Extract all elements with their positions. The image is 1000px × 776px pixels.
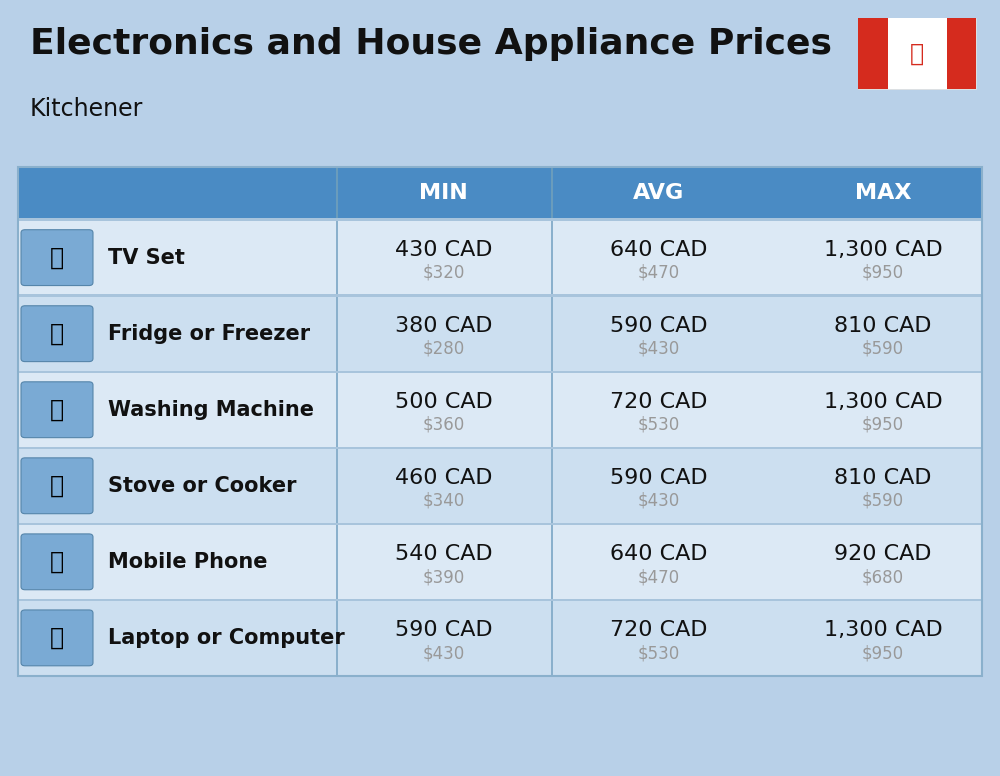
Text: 720 CAD: 720 CAD <box>610 620 707 640</box>
Text: $530: $530 <box>637 416 680 434</box>
Bar <box>551 448 553 524</box>
Bar <box>18 372 982 448</box>
Text: 430 CAD: 430 CAD <box>395 240 492 260</box>
Bar <box>18 523 982 525</box>
Bar <box>888 18 946 89</box>
Bar <box>18 220 982 296</box>
Bar <box>18 599 982 601</box>
Text: 1,300 CAD: 1,300 CAD <box>824 620 942 640</box>
Text: $470: $470 <box>637 264 680 282</box>
Bar <box>551 600 553 676</box>
Bar <box>551 167 553 220</box>
Bar <box>18 675 982 677</box>
Bar <box>336 448 338 524</box>
Text: Electronics and House Appliance Prices: Electronics and House Appliance Prices <box>30 27 832 61</box>
Text: $430: $430 <box>637 492 680 510</box>
Text: Washing Machine: Washing Machine <box>108 400 314 420</box>
Bar <box>336 372 338 448</box>
Text: 640 CAD: 640 CAD <box>610 544 707 564</box>
Bar <box>336 220 338 296</box>
Text: 1,300 CAD: 1,300 CAD <box>824 240 942 260</box>
Text: $590: $590 <box>862 340 904 358</box>
Text: $950: $950 <box>862 416 904 434</box>
Text: $590: $590 <box>862 492 904 510</box>
Text: Kitchener: Kitchener <box>30 97 143 121</box>
Text: $430: $430 <box>422 644 465 662</box>
Text: 720 CAD: 720 CAD <box>610 392 707 412</box>
Bar <box>336 600 338 676</box>
Text: $680: $680 <box>862 568 904 586</box>
Text: 810 CAD: 810 CAD <box>834 316 932 336</box>
Bar <box>18 446 982 449</box>
Text: 590 CAD: 590 CAD <box>610 316 707 336</box>
Bar <box>18 674 982 677</box>
Text: $390: $390 <box>422 568 465 586</box>
Text: 810 CAD: 810 CAD <box>834 468 932 488</box>
Text: $320: $320 <box>422 264 465 282</box>
FancyBboxPatch shape <box>21 610 93 666</box>
Bar <box>18 296 982 372</box>
Bar <box>551 296 553 372</box>
Text: 590 CAD: 590 CAD <box>395 620 492 640</box>
FancyBboxPatch shape <box>21 458 93 514</box>
Text: MIN: MIN <box>419 183 468 203</box>
Bar <box>18 294 982 296</box>
FancyBboxPatch shape <box>21 306 93 362</box>
Bar <box>18 524 982 600</box>
Text: $430: $430 <box>637 340 680 358</box>
Bar <box>551 220 553 296</box>
Text: $340: $340 <box>422 492 465 510</box>
Bar <box>18 167 982 676</box>
Text: Stove or Cooker: Stove or Cooker <box>108 476 296 496</box>
Text: Laptop or Computer: Laptop or Computer <box>108 628 345 648</box>
Text: 540 CAD: 540 CAD <box>395 544 492 564</box>
Text: Mobile Phone: Mobile Phone <box>108 552 268 572</box>
Bar <box>18 370 982 372</box>
Text: TV Set: TV Set <box>108 248 185 268</box>
Text: 🍁: 🍁 <box>910 42 924 65</box>
Text: 📱: 📱 <box>50 550 64 573</box>
Bar <box>858 18 888 89</box>
Bar <box>336 296 338 372</box>
Text: $360: $360 <box>422 416 465 434</box>
Text: 🌀: 🌀 <box>50 398 64 421</box>
Text: 1,300 CAD: 1,300 CAD <box>824 392 942 412</box>
Bar <box>336 167 338 220</box>
Bar <box>551 524 553 600</box>
Text: 640 CAD: 640 CAD <box>610 240 707 260</box>
Text: MAX: MAX <box>855 183 911 203</box>
Text: $470: $470 <box>637 568 680 586</box>
Bar <box>18 167 982 220</box>
Text: 📺: 📺 <box>50 246 64 269</box>
Bar <box>551 372 553 448</box>
Text: 💻: 💻 <box>50 626 64 650</box>
FancyBboxPatch shape <box>21 230 93 286</box>
Text: $530: $530 <box>637 644 680 662</box>
Bar <box>18 219 982 220</box>
Text: Fridge or Freezer: Fridge or Freezer <box>108 324 310 344</box>
Text: 500 CAD: 500 CAD <box>395 392 492 412</box>
Text: AVG: AVG <box>633 183 684 203</box>
Bar <box>336 524 338 600</box>
Bar <box>18 600 982 676</box>
FancyBboxPatch shape <box>21 534 93 590</box>
Text: 460 CAD: 460 CAD <box>395 468 492 488</box>
Text: 920 CAD: 920 CAD <box>834 544 932 564</box>
Bar <box>858 18 976 89</box>
Text: $950: $950 <box>862 264 904 282</box>
Text: 590 CAD: 590 CAD <box>610 468 707 488</box>
Text: 🔥: 🔥 <box>50 474 64 497</box>
Bar <box>18 448 982 524</box>
Text: $280: $280 <box>422 340 465 358</box>
Bar <box>946 18 976 89</box>
Text: $950: $950 <box>862 644 904 662</box>
FancyBboxPatch shape <box>21 382 93 438</box>
Text: 380 CAD: 380 CAD <box>395 316 492 336</box>
Text: 🧊: 🧊 <box>50 322 64 345</box>
